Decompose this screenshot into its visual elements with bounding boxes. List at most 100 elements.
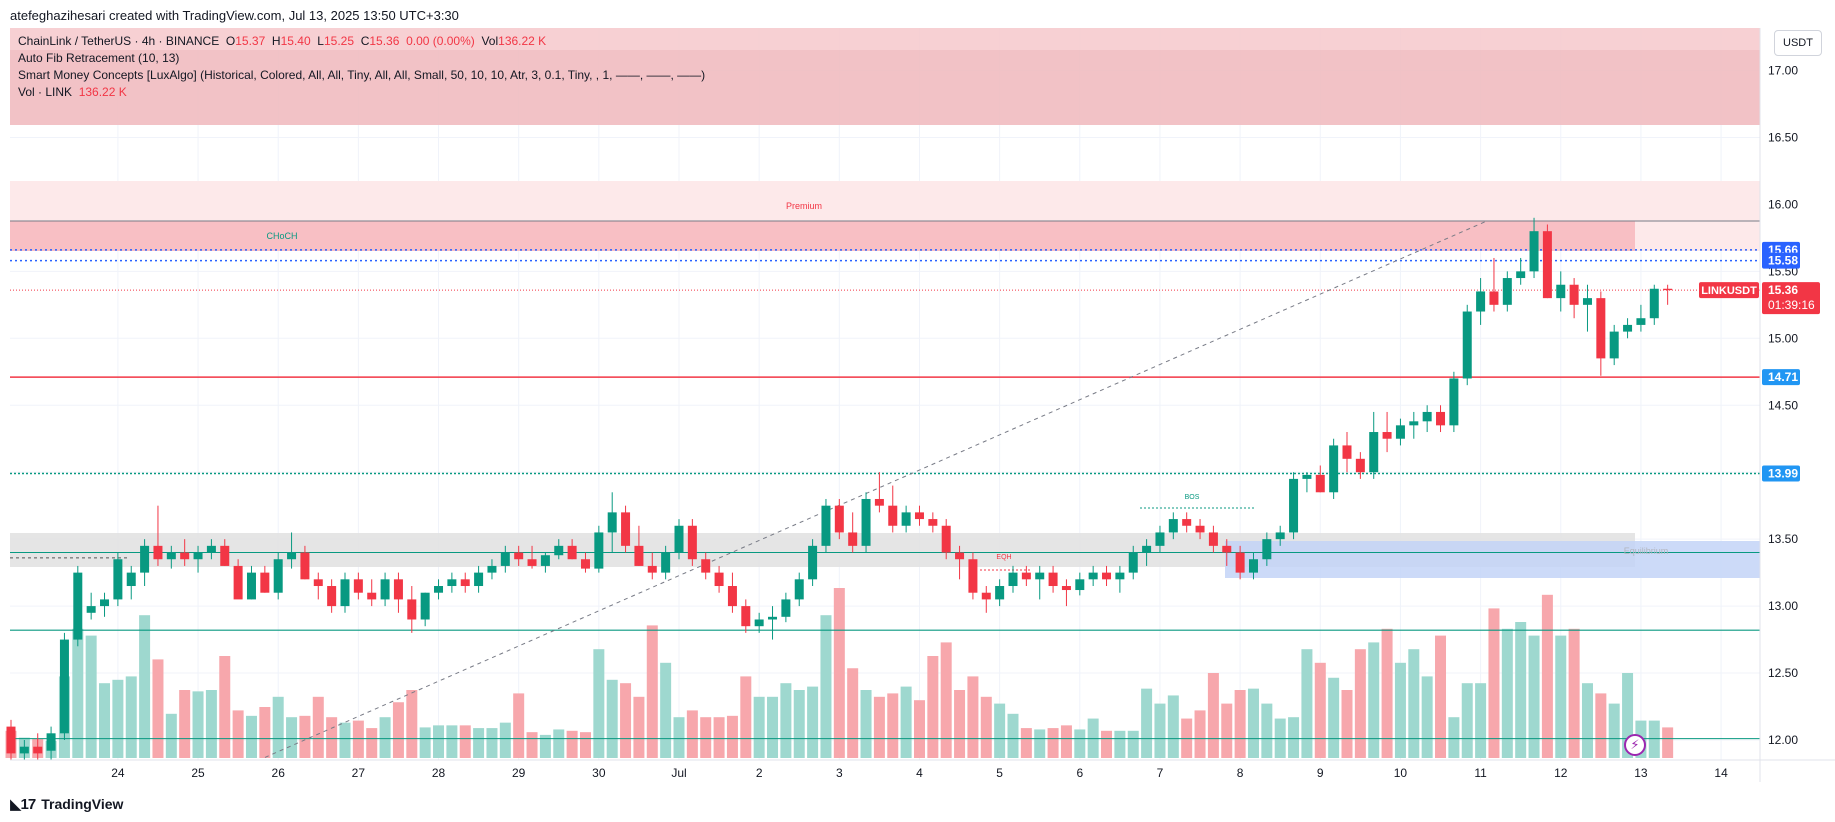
candle-body <box>540 555 550 566</box>
candle-body <box>367 592 377 600</box>
candle-body <box>941 525 951 553</box>
volume-value: 136.22 K <box>498 34 547 48</box>
volume-bar <box>526 732 538 758</box>
volume-bar <box>473 728 485 758</box>
volume-bar <box>940 642 952 758</box>
volume-bar <box>1020 728 1032 758</box>
annotations: Premium CHoCH BOS EQH Equilibrium <box>266 201 1668 561</box>
candle-body <box>1556 284 1566 299</box>
smc-zones <box>10 28 1760 578</box>
candle-body <box>848 532 858 546</box>
volume-bar <box>499 722 511 758</box>
volume-bar <box>125 676 137 758</box>
candle-body <box>46 733 56 751</box>
volume-bar <box>192 691 204 758</box>
price-tick-label: 15.00 <box>1768 331 1798 345</box>
volume-bar <box>1194 710 1206 758</box>
last-price-label: 15.36 <box>1768 283 1798 297</box>
candle-body <box>1075 579 1085 591</box>
candle-body <box>1462 311 1472 379</box>
volume-bar <box>954 690 966 758</box>
volume-bar <box>272 696 284 758</box>
candle-body <box>273 559 283 593</box>
candle-body <box>1342 445 1352 459</box>
candle-body <box>1395 425 1405 439</box>
candle-body <box>1061 586 1071 591</box>
volume-bar <box>1461 683 1473 758</box>
candle-body <box>113 559 123 600</box>
volume-bar <box>927 656 939 758</box>
volume-bar <box>1234 690 1246 758</box>
time-tick-label: 25 <box>191 766 205 780</box>
time-tick-label: 11 <box>1474 766 1487 780</box>
candle-body <box>1102 572 1112 580</box>
candle-body <box>874 498 884 506</box>
currency-button[interactable]: USDT <box>1774 30 1822 56</box>
volume-bar <box>352 720 364 758</box>
candle-body <box>701 559 711 573</box>
volume-bar <box>1261 703 1273 758</box>
legend-zone-inner <box>10 50 1760 125</box>
symbol-tag-bg <box>1699 282 1759 299</box>
time-tick-label: 2 <box>756 766 763 780</box>
candle-body <box>500 552 510 566</box>
volume-bar <box>726 715 738 758</box>
price-axis-label-bg <box>1762 252 1800 269</box>
volume-bar <box>139 615 151 758</box>
publisher-line: atefeghazihesari created with TradingVie… <box>10 8 459 23</box>
volume-bar <box>820 615 832 758</box>
candle-body <box>1208 532 1218 546</box>
candle-body <box>687 525 697 560</box>
candle-body <box>981 592 991 600</box>
candle-body <box>220 545 230 566</box>
price-tick-label: 13.50 <box>1768 532 1798 546</box>
volume-bar <box>913 700 925 758</box>
indicator-volume[interactable]: Vol · LINK 136.22 K <box>18 85 127 99</box>
fib-trend-line <box>264 220 1489 758</box>
time-tick-label: 4 <box>916 766 923 780</box>
last-price-label-bg <box>1762 282 1820 315</box>
indicator-smc[interactable]: Smart Money Concepts [LuxAlgo] (Historic… <box>18 68 706 82</box>
candle-body <box>1382 432 1392 439</box>
time-tick-label: 3 <box>836 766 843 780</box>
volume-bar <box>1247 688 1259 758</box>
volume-bar <box>887 693 899 758</box>
candle-body <box>300 552 310 580</box>
tradingview-logo: ◣17 TradingView <box>10 796 124 813</box>
candle-body <box>434 586 444 593</box>
candle-body <box>1516 271 1526 279</box>
bolt-icon[interactable]: ⚡ <box>1624 734 1646 756</box>
candle-body <box>901 512 911 526</box>
price-tick-label: 14.50 <box>1768 398 1798 412</box>
candle-body <box>1142 545 1152 553</box>
close-value: 15.36 <box>369 34 400 48</box>
candle-body <box>768 616 778 620</box>
volume-bar <box>1141 688 1153 758</box>
volume-bar <box>767 696 779 758</box>
candle-body <box>607 512 617 533</box>
time-tick-label: 8 <box>1237 766 1244 780</box>
volume-bar <box>980 696 992 758</box>
volume-bar <box>72 628 84 758</box>
candle-body <box>794 579 804 600</box>
symbol-name: ChainLink / TetherUS · 4h · BINANCE <box>18 34 220 48</box>
candle-body <box>781 599 791 617</box>
candle-body <box>1315 474 1325 493</box>
volume-bar <box>673 717 685 758</box>
choch-zone-ext <box>1635 221 1760 251</box>
candle-body <box>1048 572 1058 587</box>
candle-body <box>621 512 631 546</box>
candle-body <box>33 746 43 754</box>
indicator-fib[interactable]: Auto Fib Retracement (10, 13) <box>18 51 180 65</box>
candle-body <box>1021 572 1031 580</box>
volume-bar <box>366 728 378 758</box>
volume-bar <box>1047 728 1059 758</box>
volume-bar <box>1421 676 1433 758</box>
candle-body <box>968 559 978 593</box>
candle-body <box>714 572 724 587</box>
symbol-legend[interactable]: ChainLink / TetherUS · 4h · BINANCE O15.… <box>18 34 547 48</box>
volume-bar <box>873 696 885 758</box>
time-tick-label: 10 <box>1394 766 1408 780</box>
volume-bar <box>807 686 819 758</box>
